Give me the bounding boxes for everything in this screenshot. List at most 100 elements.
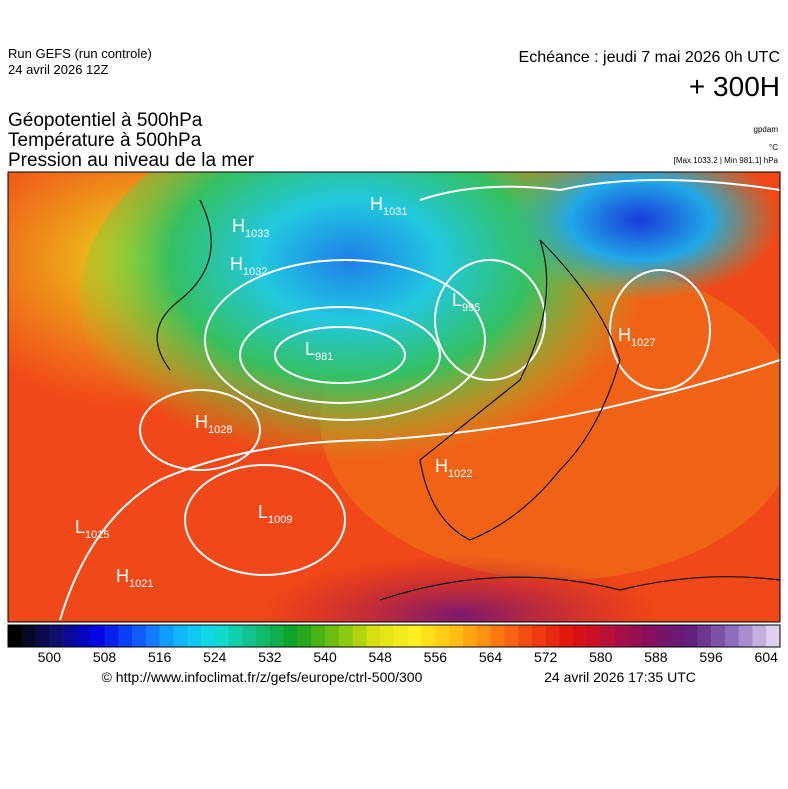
colorbar-tick-label: 524: [203, 649, 227, 665]
colorbar-frame: [7, 624, 781, 648]
color-swatch: [21, 625, 36, 647]
color-swatch: [76, 625, 92, 647]
center-value: 1009: [268, 514, 292, 526]
color-swatch: [269, 625, 285, 647]
pressure-center: L995: [452, 290, 480, 314]
color-swatch: [545, 625, 560, 647]
center-type: L: [75, 517, 85, 537]
color-swatch: [628, 625, 643, 647]
color-swatch: [642, 625, 657, 647]
color-swatch: [228, 625, 243, 647]
colorbar-tick-label: 572: [534, 649, 558, 665]
color-swatch: [531, 625, 546, 647]
pressure-center: H1031: [370, 194, 407, 218]
color-swatch: [683, 625, 698, 647]
colorbar-tick-label: 508: [93, 649, 117, 665]
color-swatch: [63, 625, 78, 647]
center-value: 1028: [208, 424, 232, 436]
color-swatch: [311, 625, 326, 647]
center-value: 1015: [85, 529, 109, 541]
color-swatch: [118, 625, 133, 647]
colorbar-tick-label: 532: [258, 649, 282, 665]
unit: gpdam: [754, 125, 779, 134]
color-swatch: [738, 625, 753, 647]
color-swatch: [49, 625, 64, 647]
center-type: L: [258, 502, 268, 522]
colorbar-tick-label: 564: [479, 649, 503, 665]
unit: °C: [769, 143, 778, 152]
colorbar-tick-label: 548: [369, 649, 393, 665]
lead-time: + 300H: [689, 71, 780, 102]
colorbar-tick-label: 540: [313, 649, 337, 665]
color-swatch: [724, 625, 739, 647]
color-swatch: [504, 625, 519, 647]
source-url: © http://www.infoclimat.fr/z/gefs/europe…: [102, 669, 423, 685]
center-type: H: [116, 566, 129, 586]
color-swatch: [366, 625, 381, 647]
center-type: L: [305, 339, 315, 359]
center-type: H: [435, 456, 448, 476]
pressure-center: L1009: [258, 502, 293, 526]
color-swatch: [325, 625, 340, 647]
color-swatch: [380, 625, 395, 647]
color-swatch: [421, 625, 436, 647]
color-swatch: [766, 625, 781, 647]
center-value: 1033: [245, 228, 269, 240]
color-swatch: [104, 625, 119, 647]
field: Géopotentiel à 500hPa: [8, 110, 203, 131]
color-swatch: [600, 625, 615, 647]
color-swatch: [394, 625, 409, 647]
center-type: L: [452, 290, 462, 310]
color-swatch: [242, 625, 257, 647]
echeance: Echéance : jeudi 7 mai 2026 0h UTC: [519, 49, 780, 66]
pressure-center: H1022: [435, 456, 472, 480]
color-swatch: [187, 625, 202, 647]
color-swatch: [338, 625, 353, 647]
pressure-center: H1032: [230, 254, 267, 278]
pressure-center: H1033: [232, 216, 269, 240]
color-swatch: [655, 625, 671, 647]
map: H1031H1033H1032L981L995H1027H1028H1022L1…: [8, 172, 780, 622]
center-type: H: [618, 325, 631, 345]
center-value: 1022: [448, 468, 472, 480]
color-swatch: [462, 625, 478, 647]
colorbar-tick-label: 604: [755, 649, 779, 665]
center-value: 981: [315, 351, 333, 363]
pressure-center: L1015: [75, 517, 110, 541]
colorbar-tick-label: 516: [148, 649, 172, 665]
color-swatch: [90, 625, 105, 647]
colorbar-tick-label: 556: [424, 649, 448, 665]
colorbar-tick-label: 580: [589, 649, 613, 665]
pressure-center: L981: [305, 339, 333, 363]
color-swatch: [697, 625, 712, 647]
color-swatch: [35, 625, 50, 647]
color-swatch: [752, 625, 767, 647]
center-type: H: [370, 194, 383, 214]
color-swatch: [587, 625, 602, 647]
color-swatch: [490, 625, 505, 647]
colorbar-tick-label: 588: [644, 649, 668, 665]
run: Run GEFS (run controle): [8, 46, 152, 61]
color-swatch: [297, 625, 312, 647]
color-swatch: [435, 625, 450, 647]
colorbar-tick-label: 596: [699, 649, 723, 665]
center-value: 1021: [129, 578, 153, 590]
issued: 24 avril 2026 17:35 UTC: [544, 669, 696, 685]
color-swatch: [8, 625, 23, 647]
color-swatch: [476, 625, 491, 647]
color-swatch: [214, 625, 229, 647]
color-swatch: [407, 625, 422, 647]
color-swatch: [173, 625, 188, 647]
color-swatch: [449, 625, 464, 647]
color-swatch: [573, 625, 588, 647]
field: Pression au niveau de la mer: [8, 150, 255, 171]
center-type: H: [195, 412, 208, 432]
colorbar-tick-label: 500: [38, 649, 62, 665]
color-swatch: [283, 625, 298, 647]
color-swatch: [518, 625, 533, 647]
center-value: 1031: [383, 206, 407, 218]
field: Température à 500hPa: [8, 130, 202, 151]
color-swatch: [132, 625, 147, 647]
color-swatch: [159, 625, 174, 647]
